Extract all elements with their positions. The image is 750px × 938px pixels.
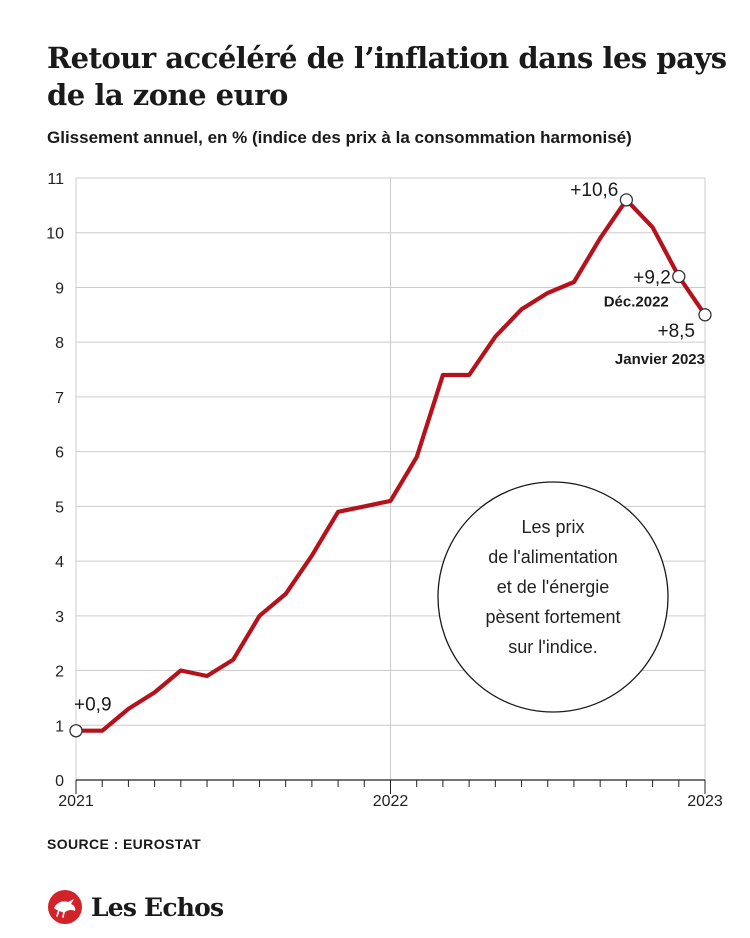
date-sublabel: Déc.2022 [604,294,669,311]
y-tick-label: 11 [47,171,64,188]
y-tick-label: 1 [55,718,64,735]
data-point-marker [698,308,712,322]
data-point-marker [69,724,83,738]
y-tick-label: 8 [55,335,64,352]
y-tick-label: 7 [55,390,64,407]
y-tick-label: 5 [55,499,64,516]
x-tick-label: 2022 [373,793,409,810]
callout-line: Les prix [521,517,584,537]
date-sublabel: Janvier 2023 [615,351,705,368]
y-tick-label: 6 [55,445,64,462]
inflation-line-chart: 0 1 2 3 4 5 6 7 8 9 10 11 2021 2022 2023 +0,9 +10,6 +9,2 D… [46,171,723,810]
data-point-marker [619,193,634,207]
x-tick-label: 2021 [58,793,94,810]
chart-subtitle: Glissement annuel, en % (indice des prix… [47,128,632,147]
y-tick-label: 3 [55,609,64,626]
brand-emblem-icon [48,890,82,924]
y-tick-label: 0 [55,773,64,790]
callout-line: sur l'indice. [508,637,597,657]
y-tick-label: 4 [55,554,64,571]
x-tick-label: 2023 [687,793,723,810]
callout-line: et de l'énergie [497,577,610,597]
chart-title: Retour accéléré de l’inflation dans les … [47,41,727,112]
data-point-marker [672,269,686,284]
y-tick-label: 9 [55,280,64,297]
callout-line: de l'alimentation [488,547,618,567]
data-label: +0,9 [74,695,112,716]
les-echos-logo: Les Echos [47,887,224,927]
data-label: +8,5 [657,321,695,342]
inflation-series-line [73,197,708,733]
callout-text: Les prix de l'alimentation et de l'énergie… [485,517,620,657]
data-label: +9,2 [633,268,671,289]
callout-bubble [437,481,669,713]
y-tick-label: 2 [55,664,64,681]
data-label: +10,6 [570,180,618,201]
y-tick-label: 10 [46,226,64,243]
callout-line: pèsent fortement [485,607,620,627]
source-note: SOURCE : EUROSTAT [47,836,202,852]
brand-name: Les Echos [91,892,224,922]
